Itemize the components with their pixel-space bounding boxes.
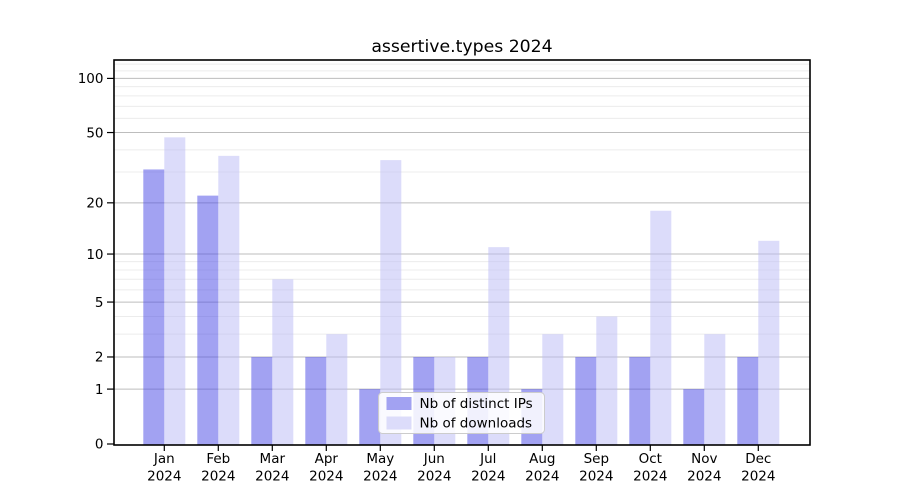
y-tick-label-5: 5 — [95, 295, 104, 311]
bar-distinct-ips-jan — [143, 169, 165, 446]
bar-downloads-feb — [218, 155, 240, 445]
bar-downloads-apr — [326, 334, 348, 445]
y-tick-label-100: 100 — [78, 71, 104, 87]
bar-distinct-ips-may — [359, 389, 381, 445]
x-tick-label-mar: Mar 2024 — [255, 451, 289, 485]
bar-distinct-ips-feb — [197, 195, 219, 445]
chart-title: assertive.types 2024 — [371, 37, 552, 57]
bar-downloads-jan — [164, 137, 186, 445]
y-tick-label-50: 50 — [86, 125, 103, 141]
y-tick-label-0: 0 — [95, 437, 104, 453]
x-tick-label-nov: Nov 2024 — [687, 451, 721, 485]
legend-label-distinct-ips: Nb of distinct IPs — [420, 396, 533, 412]
x-tick-label-sep: Sep 2024 — [579, 451, 613, 485]
y-tick-label-1: 1 — [95, 382, 104, 398]
bar-downloads-sep — [596, 316, 618, 445]
y-tick-label-2: 2 — [95, 350, 104, 366]
x-tick-label-oct: Oct 2024 — [633, 451, 667, 485]
x-tick-label-feb: Feb 2024 — [201, 451, 235, 485]
bar-downloads-nov — [704, 334, 726, 445]
x-tick-label-may: May 2024 — [363, 451, 397, 485]
y-tick-label-10: 10 — [86, 247, 103, 263]
x-tick-label-jan: Jan 2024 — [147, 451, 181, 485]
bar-downloads-may — [380, 160, 402, 445]
x-tick-label-jul: Jul 2024 — [471, 451, 505, 485]
x-tick-label-aug: Aug 2024 — [525, 451, 559, 485]
bar-distinct-ips-dec — [737, 356, 759, 445]
bar-distinct-ips-apr — [305, 356, 327, 445]
bar-downloads-mar — [272, 279, 294, 445]
x-tick-label-dec: Dec 2024 — [741, 451, 775, 485]
bar-distinct-ips-mar — [251, 356, 273, 445]
bar-distinct-ips-oct — [629, 356, 651, 445]
bar-downloads-aug — [542, 334, 564, 445]
y-tick-label-20: 20 — [86, 196, 103, 212]
legend-label-downloads: Nb of downloads — [420, 416, 533, 432]
x-tick-label-apr: Apr 2024 — [309, 451, 343, 485]
bar-distinct-ips-nov — [683, 389, 705, 445]
x-tick-label-jun: Jun 2024 — [417, 451, 451, 485]
bar-distinct-ips-sep — [575, 356, 597, 445]
legend-swatch-downloads — [386, 416, 412, 430]
bar-downloads-dec — [758, 240, 780, 445]
legend-box — [378, 392, 545, 434]
legend-swatch-distinct-ips — [386, 397, 412, 410]
bar-downloads-oct — [650, 210, 672, 445]
plot-frame — [113, 59, 811, 446]
